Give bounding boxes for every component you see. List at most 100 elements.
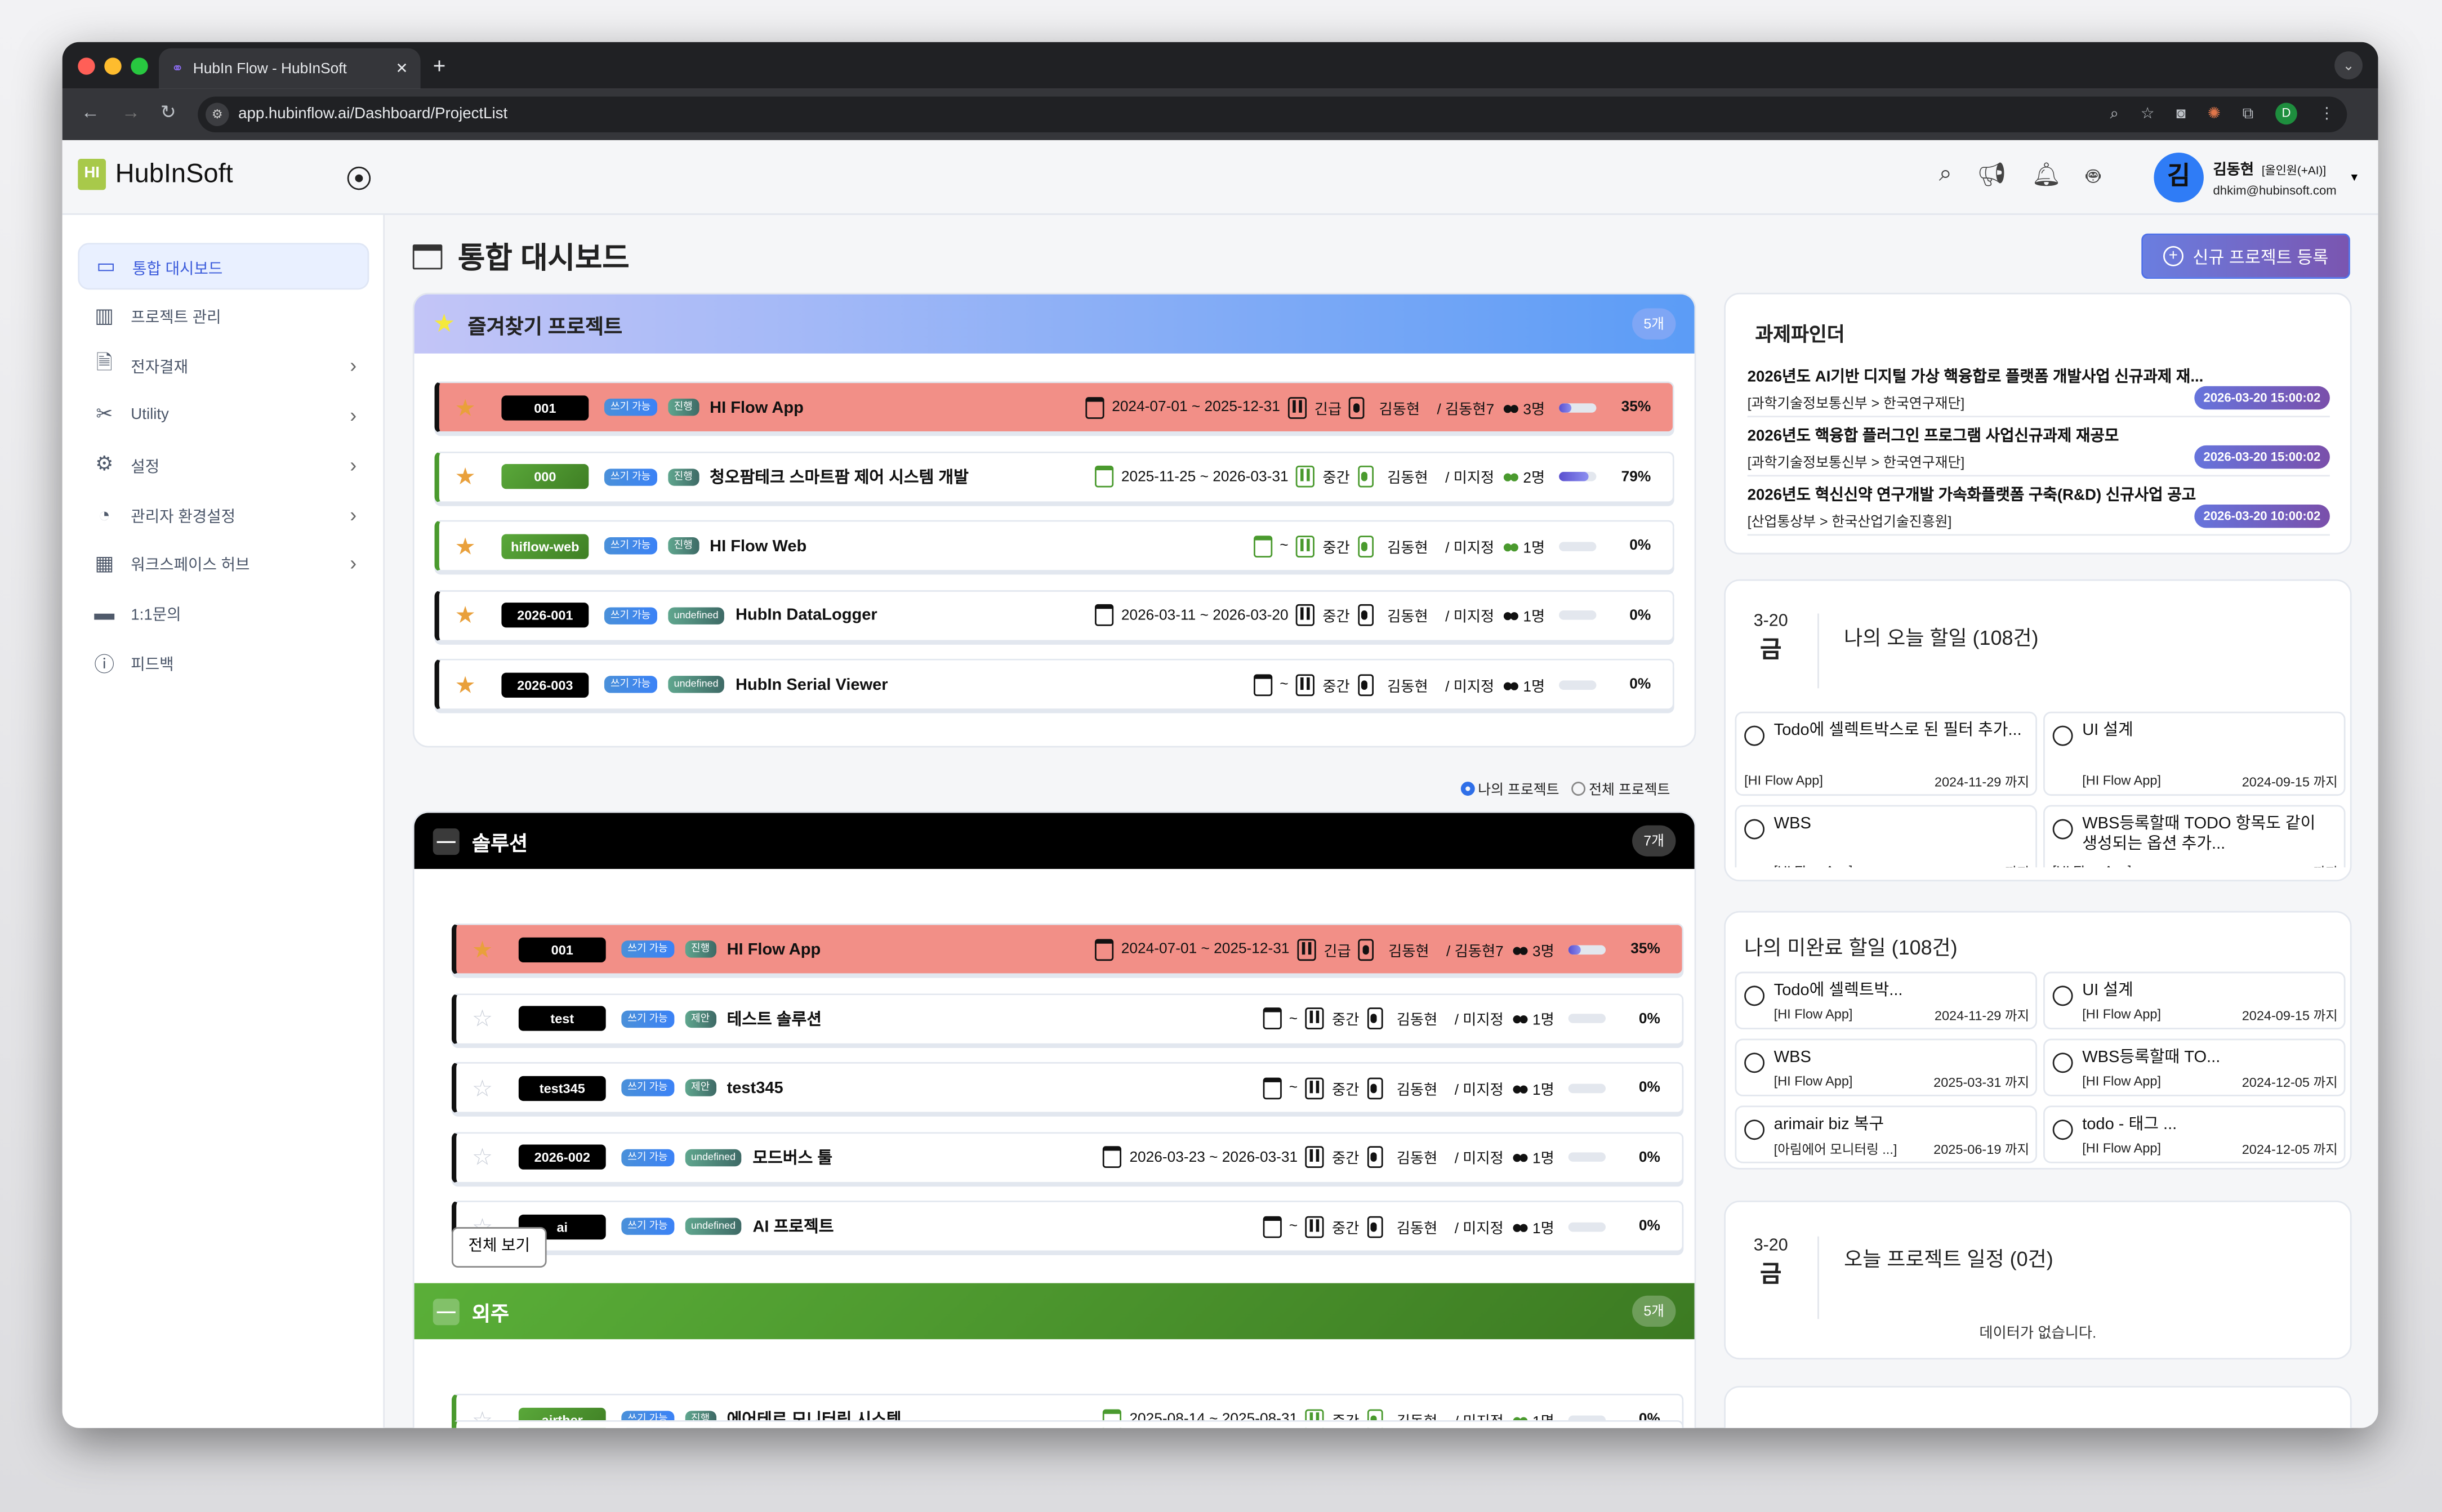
menu-icon[interactable]: ⋮ — [2319, 106, 2335, 123]
project-row[interactable]: ★ hiflow-web 쓰기 가능 진행 HI Flow Web ~ 중간 김동현 / 미지정… — [434, 520, 1674, 572]
todo-item[interactable]: WBS [HI Flow App] 2025-03-31 까지 — [1735, 805, 2038, 868]
logo[interactable]: HI HubInSoft — [78, 159, 233, 190]
sidebar-item[interactable]: 🗎︎ 전자결재 › — [78, 342, 369, 389]
star-filled-icon[interactable]: ★ — [454, 395, 476, 422]
todo-item[interactable]: WBS [HI Flow App] 2025-03-31 까지 — [1735, 1038, 2038, 1096]
radio-all-projects[interactable]: 전체 프로젝트 — [1571, 779, 1670, 799]
project-name[interactable]: HubIn DataLogger — [736, 606, 877, 625]
project-row[interactable]: ☆ test 쓰기 가능 제안 테스트 솔루션 ~ 중간 김동현 / 미지정 ●● 1명 0% — [451, 993, 1684, 1045]
sidebar-item[interactable]: ▬ 1:1문의 — [78, 590, 369, 636]
project-row-partial[interactable] — [451, 1420, 1684, 1428]
todo-item[interactable]: arimair biz 복구 [아림에어 모니터링 ...] 2025-06-19 … — [1735, 1105, 2038, 1163]
view-all-button[interactable]: 전체 보기 — [451, 1227, 547, 1268]
project-row[interactable]: ☆ 2026-002 쓰기 가능 undefined 모드버스 툴 2026-03-23 … — [451, 1131, 1684, 1184]
sidebar-toggle-icon[interactable] — [347, 166, 371, 190]
star-outline-icon[interactable]: ☆ — [471, 1075, 493, 1102]
project-row[interactable]: ★ 000 쓰기 가능 진행 청오팜테크 스마트팜 제어 시스템 개발 2025-11-2… — [434, 451, 1674, 503]
profile-avatar[interactable]: D — [2275, 102, 2297, 125]
project-row[interactable]: ★ 2026-001 쓰기 가능 undefined HubIn DataLogger 2… — [434, 590, 1674, 641]
todo-item[interactable]: WBS등록할때 TODO 항목도 같이 생성되는 옵션 추가... [HI Flo… — [2043, 805, 2346, 868]
checkbox-circle[interactable] — [1744, 819, 1765, 840]
reload-icon[interactable]: ↻ — [160, 101, 176, 123]
todo-item[interactable]: Todo에 셀렉트박스로 된 필터 추가... [HI Flow App] 2024… — [1735, 711, 2038, 796]
project-row[interactable]: ☆ test345 쓰기 가능 제안 test345 ~ 중간 김동현 / 미지정 ●● 1명 0% — [451, 1062, 1684, 1114]
priority-label: 긴급 — [1314, 401, 1342, 418]
new-tab-button[interactable]: + — [433, 53, 446, 78]
forward-icon[interactable]: → — [121, 101, 140, 123]
finder-item[interactable]: 2026년도 AI기반 디지털 가상 핵융합로 플랫폼 개발사업 신규과제 재.… — [1747, 360, 2330, 418]
checkbox-circle[interactable] — [2052, 1052, 2073, 1073]
sidebar-item[interactable]: ◔ 관리자 환경설정 › — [78, 490, 369, 537]
megaphone-icon[interactable]: 📢︎ — [1977, 162, 2007, 189]
todo-item[interactable]: Todo에 셀렉트박... [HI Flow App] 2024-11-29 까지 — [1735, 971, 2038, 1029]
url-field[interactable]: ⚙ app.hubinflow.ai/Dashboard/ProjectList … — [198, 96, 2347, 133]
checkbox-circle[interactable] — [1744, 1052, 1765, 1073]
star-outline-icon[interactable]: ☆ — [471, 1145, 493, 1172]
project-name[interactable]: 청오팜테크 스마트팜 제어 시스템 개발 — [710, 468, 969, 487]
extension-claude-icon[interactable]: ✺ — [2207, 106, 2221, 123]
star-filled-icon[interactable]: ★ — [454, 603, 476, 630]
project-name[interactable]: HI Flow App — [710, 398, 804, 417]
project-name[interactable]: 테스트 솔루션 — [727, 1010, 822, 1029]
priority-label: 긴급 — [1324, 943, 1351, 960]
project-name[interactable]: 모드버스 툴 — [752, 1149, 833, 1168]
finder-source: [산업통상부 > 한국산업기술진흥원] — [1747, 514, 1952, 530]
star-filled-icon[interactable]: ★ — [471, 936, 493, 964]
finder-item[interactable]: 2026년도 핵융합 플러그인 프로그램 사업신규과제 재공모 [과학기술정보통신… — [1747, 419, 2330, 477]
close-tab-icon[interactable]: ✕ — [395, 60, 408, 77]
checkbox-circle[interactable] — [1744, 725, 1765, 746]
bookmark-star-icon[interactable]: ☆ — [2140, 106, 2155, 123]
checkbox-circle[interactable] — [1744, 985, 1765, 1006]
site-settings-icon[interactable]: ⚙ — [206, 102, 229, 126]
project-name[interactable]: HI Flow App — [727, 939, 821, 959]
checkbox-circle[interactable] — [2052, 819, 2073, 840]
project-name[interactable]: HI Flow Web — [710, 537, 807, 556]
extensions-icon[interactable]: ⧉ — [2242, 106, 2254, 123]
project-name[interactable]: test345 — [727, 1078, 783, 1098]
project-row[interactable]: ★ 001 쓰기 가능 진행 HI Flow App 2024-07-01 ~ 2025-… — [451, 923, 1684, 975]
checkbox-circle[interactable] — [2052, 985, 2073, 1006]
star-filled-icon[interactable]: ★ — [454, 533, 476, 560]
today-todo-card: 3-20 금 나의 오늘 할일 (108건) Todo에 셀렉트박스로 된 필터 … — [1724, 579, 2352, 882]
user-menu[interactable]: 김 김동현 [올인원(+AI)] dhkim@hubinsoft.com ▼ — [2154, 152, 2360, 203]
sidebar-item[interactable]: ✂ Utility › — [78, 391, 369, 438]
radio-my-projects[interactable]: 나의 프로젝트 — [1460, 779, 1559, 799]
finder-item[interactable]: 2026년도 혁신신약 연구개발 가속화플랫폼 구축(R&D) 신규사업 공고 [… — [1747, 478, 2330, 536]
project-name[interactable]: HubIn Serial Viewer — [736, 675, 888, 695]
sidebar-item[interactable]: ▭ 통합 대시보드 — [78, 243, 369, 290]
project-meta: 2025-11-25 ~ 2026-03-31 중간 김동현 / 미지정 ●● 2명 79% — [1094, 466, 1673, 488]
todo-item[interactable]: UI 설계 [HI Flow App] 2024-09-15 까지 — [2043, 971, 2346, 1029]
collapse-button[interactable]: — — [433, 1297, 460, 1324]
browser-tab[interactable]: ⚭ HubIn Flow - HubInSoft ✕ — [159, 48, 421, 89]
todo-item[interactable]: todo - 태그 ... [HI Flow App] 2024-12-05 까지 — [2043, 1105, 2346, 1163]
project-name[interactable]: AI 프로젝트 — [752, 1218, 834, 1237]
new-project-button[interactable]: + 신규 프로젝트 등록 — [2141, 233, 2350, 279]
camera-icon[interactable]: ◙ — [2176, 106, 2186, 123]
bell-icon[interactable]: 🔔︎ — [2031, 162, 2061, 189]
window-controls[interactable] — [78, 57, 148, 75]
sidebar-item[interactable]: ▥ 프로젝트 관리 — [78, 292, 369, 339]
todo-item[interactable]: UI 설계 [HI Flow App] 2024-09-15 까지 — [2043, 711, 2346, 796]
zoom-icon[interactable]: ⌕ — [2110, 106, 2119, 123]
sidebar-item[interactable]: ⓘ 피드백 — [78, 639, 369, 686]
collapse-button[interactable]: — — [433, 827, 460, 854]
project-row[interactable]: ★ 001 쓰기 가능 진행 HI Flow App 2024-07-01 ~ 2025-… — [434, 381, 1674, 433]
sidebar-item[interactable]: ⚙ 설정 › — [78, 441, 369, 488]
star-filled-icon[interactable]: ★ — [454, 464, 476, 491]
checkbox-circle[interactable] — [2052, 725, 2073, 746]
todo-item[interactable]: WBS등록할때 TO... [HI Flow App] 2024-12-05 까지 — [2043, 1038, 2346, 1096]
search-icon[interactable]: ⌕ — [1939, 160, 1953, 187]
members-icon: ●● — [1511, 938, 1529, 960]
checkbox-circle[interactable] — [1744, 1119, 1765, 1140]
chevron-down-icon[interactable]: ▼ — [2349, 172, 2360, 183]
robot-icon[interactable]: 🤖︎ — [2086, 163, 2101, 190]
star-outline-icon[interactable]: ☆ — [471, 1006, 493, 1033]
sidebar-item[interactable]: ▦ 워크스페이스 허브 › — [78, 540, 369, 587]
checkbox-circle[interactable] — [2052, 1119, 2073, 1140]
project-row[interactable]: ★ 2026-003 쓰기 가능 undefined HubIn Serial View… — [434, 659, 1674, 711]
progress-bar — [1568, 1153, 1606, 1162]
back-icon[interactable]: ← — [81, 101, 100, 123]
star-filled-icon[interactable]: ★ — [454, 672, 476, 699]
tab-search-icon[interactable]: ⌄ — [2334, 51, 2363, 80]
